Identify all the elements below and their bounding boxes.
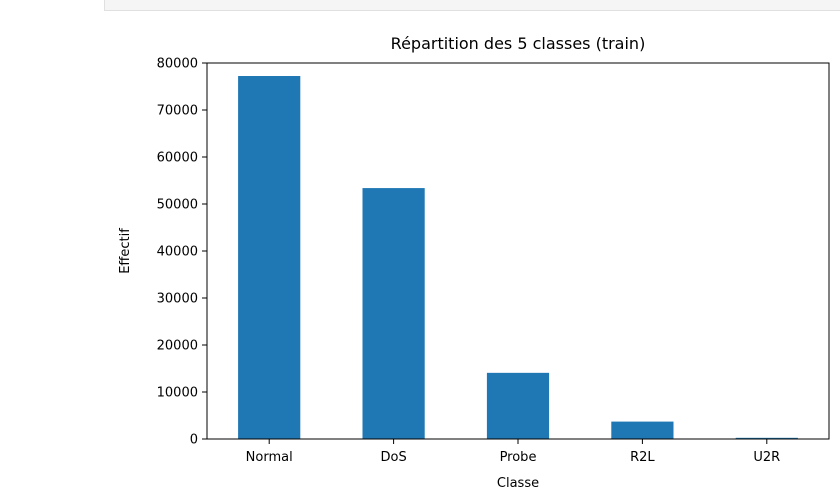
y-tick-label: 50000	[157, 198, 198, 213]
x-axis-label: Classe	[497, 476, 539, 491]
x-tick-label: DoS	[380, 450, 406, 465]
y-axis-label: Effectif	[118, 228, 133, 274]
x-tick-label: Probe	[500, 450, 537, 465]
y-tick-label: 10000	[157, 386, 198, 401]
bar	[735, 437, 798, 439]
bar	[238, 76, 301, 440]
bar	[362, 188, 425, 439]
y-tick-label: 40000	[157, 245, 198, 260]
y-tick-label: 30000	[157, 292, 198, 307]
x-tick-label: R2L	[630, 450, 655, 465]
y-tick-label: 0	[190, 433, 198, 448]
bar	[611, 421, 674, 439]
bar	[486, 372, 550, 439]
x-tick-label: U2R	[753, 450, 780, 465]
chart-title: Répartition des 5 classes (train)	[391, 34, 646, 53]
y-tick-label: 70000	[157, 104, 198, 119]
notebook-cell-edge	[104, 0, 840, 11]
y-tick-label: 80000	[157, 57, 198, 72]
plot-frame	[206, 62, 830, 440]
y-tick-label: 20000	[157, 339, 198, 354]
x-tick-label: Normal	[246, 450, 293, 465]
y-tick-label: 60000	[157, 151, 198, 166]
